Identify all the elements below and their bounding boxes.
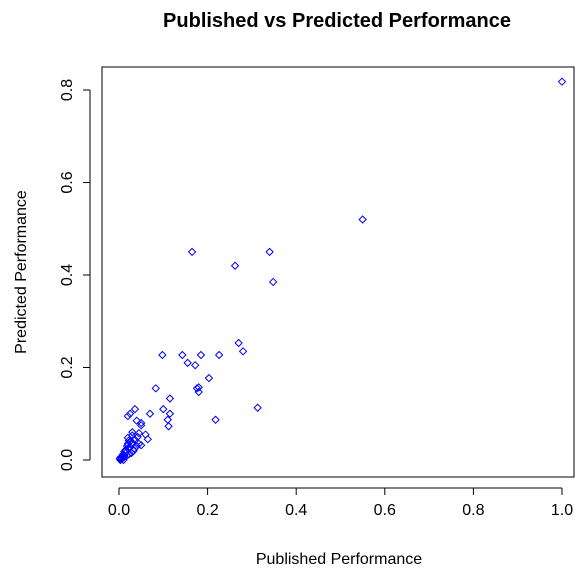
data-point (190, 360, 200, 370)
data-points (115, 77, 567, 465)
data-point (125, 409, 135, 418)
data-point (128, 428, 137, 437)
y-tick-label: 0.6 (59, 171, 76, 193)
data-point (143, 434, 153, 444)
data-point (130, 404, 140, 414)
data-point (194, 383, 203, 392)
data-point (134, 428, 144, 438)
x-tick-label: 0.6 (374, 502, 396, 519)
data-point (151, 384, 160, 393)
data-point (211, 415, 220, 424)
data-point (129, 446, 138, 455)
data-point (136, 440, 146, 450)
x-tick-label: 0.0 (108, 502, 130, 519)
plot-area-border (101, 66, 575, 478)
data-point (134, 439, 144, 449)
data-point (158, 350, 167, 360)
data-point (194, 387, 203, 397)
data-point (268, 277, 278, 287)
x-tick-label: 1.0 (551, 502, 573, 519)
data-point (136, 418, 146, 428)
data-point (192, 384, 202, 393)
chart-title: Published vs Predicted Performance (163, 10, 511, 32)
data-point (141, 430, 150, 439)
data-point (128, 438, 137, 447)
x-tick-label: 0.2 (196, 502, 218, 519)
x-tick-label: 0.4 (285, 502, 307, 519)
data-point (120, 447, 129, 456)
data-point (133, 432, 142, 442)
data-point (130, 444, 139, 453)
data-point (230, 261, 240, 270)
data-point (130, 434, 139, 444)
y-tick-label: 0.4 (59, 264, 76, 286)
data-point (159, 404, 168, 414)
data-point (238, 347, 248, 356)
data-point (234, 338, 243, 348)
y-tick-label: 0.2 (59, 356, 76, 378)
data-point (145, 409, 155, 418)
data-point (253, 403, 262, 412)
x-axis-label: Published Performance (256, 551, 422, 568)
data-point (557, 77, 567, 86)
data-point (165, 409, 175, 418)
y-tick-label: 0.0 (59, 449, 76, 471)
y-axis-label: Predicted Performance (13, 190, 30, 354)
data-point (132, 416, 141, 425)
y-axis: 0.0 0.2 0.4 0.6 0.8 (59, 79, 91, 471)
data-point (214, 350, 224, 360)
data-point (164, 422, 173, 431)
data-point (165, 394, 175, 403)
data-point (187, 247, 197, 257)
data-point (358, 215, 367, 224)
y-tick-label: 0.8 (59, 79, 76, 101)
data-point (204, 373, 214, 383)
data-point (183, 358, 192, 368)
data-point (178, 350, 187, 360)
data-point (123, 411, 133, 421)
data-point (127, 448, 136, 458)
x-axis: 0.0 0.2 0.4 0.6 0.8 1.0 (108, 487, 573, 519)
data-point (123, 433, 133, 443)
x-tick-label: 0.8 (462, 502, 484, 519)
data-point (265, 247, 274, 257)
data-point (196, 350, 206, 360)
data-point (118, 450, 128, 459)
data-point (122, 441, 132, 451)
